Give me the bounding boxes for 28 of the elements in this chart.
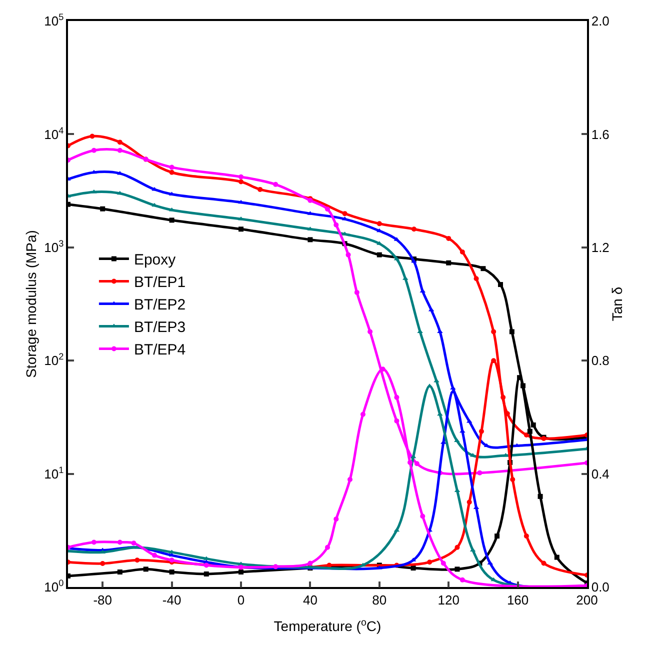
legend-label: BT/EP1 [134,274,186,292]
x-tick-label: 80 [372,592,387,608]
legend-label: BT/EP2 [134,296,186,314]
y2-tick-label: 0.0 [591,580,610,595]
y2-tick-label: 2.0 [591,14,610,29]
y2-tick-label: 0.4 [591,466,610,482]
x-tick-label: 160 [506,592,529,608]
y2-axis-title: Tan δ [609,286,626,322]
y-tick-label: 10$^{2}$ [44,352,64,368]
x-tick-label: 120 [438,592,460,608]
y-tick-label: 10$^{3}$ [44,238,64,255]
y2-tick-label: 1.2 [591,240,610,255]
x-tick-label: -40 [162,592,182,608]
legend-label: BT/EP3 [134,319,186,336]
legend-label: BT/EP4 [134,342,186,359]
legend-label: Epoxy [134,252,176,269]
x-tick-label: 40 [302,592,318,608]
x-tick-label: -80 [93,592,112,608]
x-tick-label: 200 [576,592,598,608]
x-tick-label: 0 [237,592,245,608]
y-tick-label: 10$^{5}$ [44,12,64,29]
y-axis-title: Storage modulus (MPa) [23,230,40,378]
y2-tick-label: 0.8 [591,353,610,368]
y-tick-label: 10$^{1}$ [44,464,64,482]
x-axis-title: Temperature ($^{o}$C) [274,617,382,634]
y-tick-label: 10$^{4}$ [44,125,64,142]
y2-tick-label: 1.6 [591,126,610,142]
y-tick-label: 10$^{0}$ [44,578,64,595]
